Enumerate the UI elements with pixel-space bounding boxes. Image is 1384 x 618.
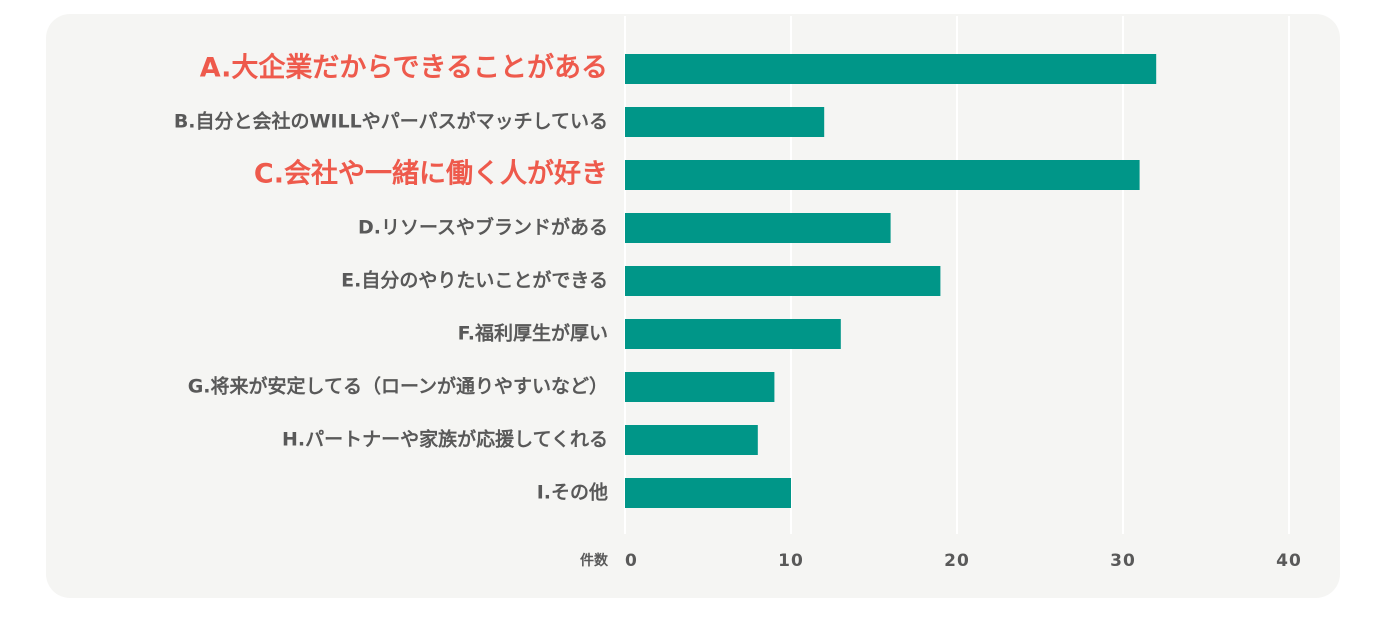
bar-b	[625, 107, 825, 137]
category-label-e: E.自分のやりたいことができる	[341, 269, 608, 292]
x-tick-label: 40	[1276, 551, 1302, 571]
bar-d	[625, 213, 891, 243]
bar-g	[625, 372, 775, 402]
bar-e	[625, 266, 941, 296]
bar-f	[625, 319, 841, 349]
x-tick-label: 20	[944, 551, 970, 571]
category-label-a: A.大企業だからできることがある	[200, 52, 608, 84]
category-labels: A.大企業だからできることがある B.自分と会社のWILLやパーパスがマッチしてい…	[174, 52, 608, 504]
category-label-d: D.リソースやブランドがある	[358, 216, 608, 239]
category-label-f: F.福利厚生が厚い	[458, 322, 608, 345]
bars	[625, 54, 1157, 508]
x-tick-label: 30	[1110, 551, 1136, 571]
category-label-b: B.自分と会社のWILLやパーパスがマッチしている	[174, 110, 608, 133]
x-axis: 件数 0 10 20 30 40	[580, 551, 1302, 571]
bar-i	[625, 478, 791, 508]
x-tick-label: 10	[778, 551, 804, 571]
bar-a	[625, 54, 1157, 84]
category-label-c: C.会社や一緒に働く人が好き	[254, 158, 608, 190]
category-label-h: H.パートナーや家族が応援してくれる	[282, 428, 608, 451]
bar-h	[625, 425, 758, 455]
x-tick-label: 0	[625, 551, 638, 571]
category-label-i: I.その他	[537, 481, 608, 504]
bar-chart: A.大企業だからできることがある B.自分と会社のWILLやパーパスがマッチしてい…	[174, 16, 1302, 571]
x-axis-label: 件数	[580, 552, 609, 569]
chart-card: A.大企業だからできることがある B.自分と会社のWILLやパーパスがマッチしてい…	[46, 14, 1340, 598]
category-label-g: G.将来が安定してる（ローンが通りやすいなど）	[188, 375, 608, 398]
bar-c	[625, 160, 1140, 190]
